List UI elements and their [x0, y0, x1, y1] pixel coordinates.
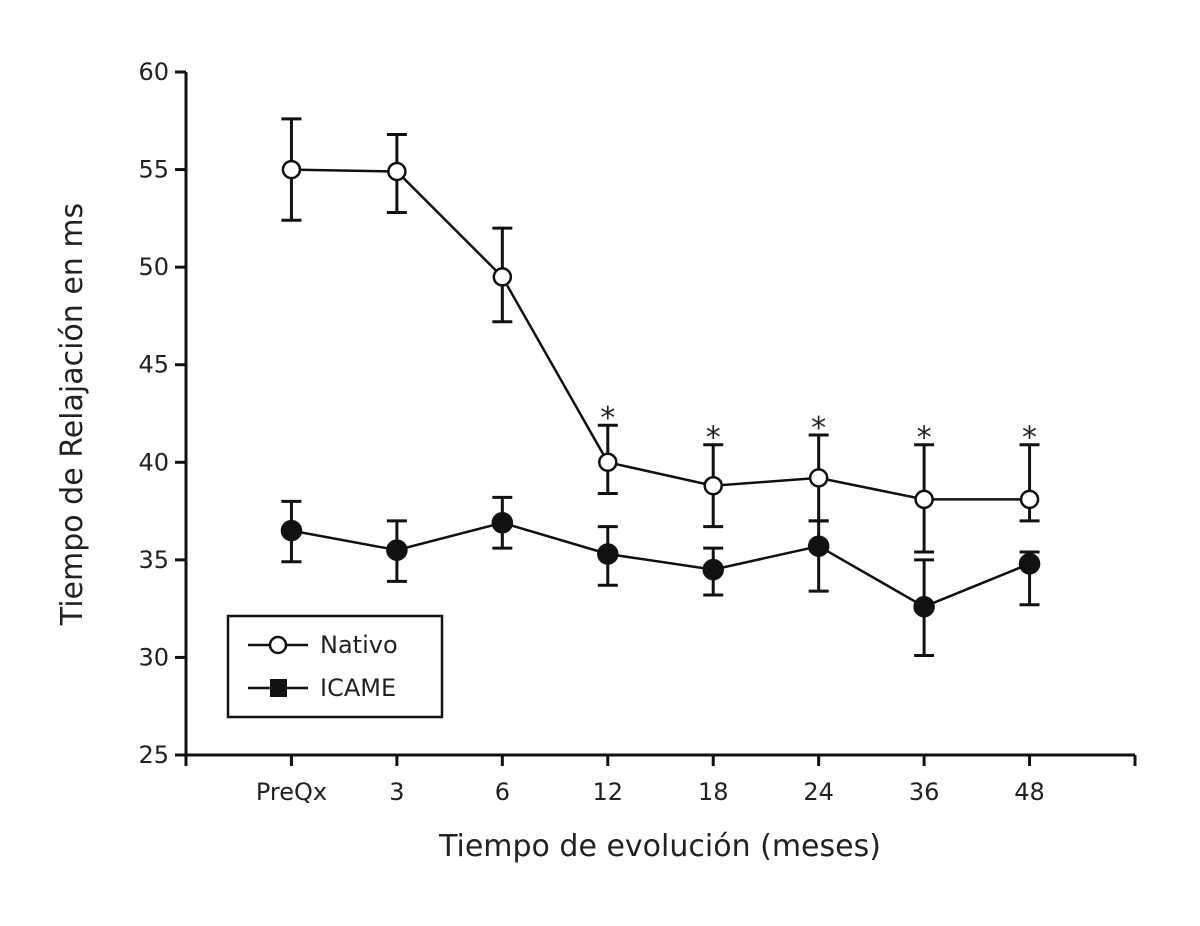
x-tick-label: 12	[593, 778, 624, 806]
data-point-nativo	[387, 161, 407, 182]
x-axis-title: Tiempo de evolución (meses)	[438, 829, 881, 864]
series-icame	[280, 495, 1041, 657]
data-point-icame	[702, 558, 724, 581]
series-nativo	[281, 117, 1040, 554]
error-bar-nativo	[1019, 443, 1040, 523]
y-tick-label: 25	[138, 741, 169, 769]
y-tick-label: 60	[138, 58, 169, 86]
y-tick-label: 50	[138, 253, 169, 281]
x-tick-label: PreQx	[256, 778, 327, 806]
x-axis-ticks: PreQx 3 6 12 18 24 36 48	[256, 755, 1045, 806]
legend: Nativo ICAME	[226, 614, 444, 719]
y-tick-label: 55	[138, 156, 169, 184]
data-point-icame	[913, 595, 935, 618]
x-tick-label: 18	[698, 778, 729, 806]
series-line-nativo	[291, 168, 1030, 501]
y-tick-label: 45	[138, 351, 169, 379]
series-line-icame	[291, 521, 1031, 609]
data-point-icame	[807, 535, 830, 557]
data-point-nativo	[914, 489, 934, 510]
data-point-icame	[597, 543, 619, 565]
data-point-nativo	[598, 452, 618, 473]
x-tick-label: 24	[803, 778, 834, 806]
legend-marker-icame	[270, 679, 287, 697]
data-point-nativo	[492, 267, 513, 287]
significance-marker: *	[917, 421, 932, 456]
axes	[184, 72, 1137, 766]
legend-label-nativo: Nativo	[320, 631, 398, 659]
y-tick-label: 40	[138, 448, 169, 476]
x-tick-label: 48	[1014, 778, 1045, 806]
data-point-icame	[280, 519, 303, 542]
significance-marker: *	[811, 411, 826, 446]
legend-box	[226, 614, 444, 719]
significance-marker: *	[706, 421, 721, 456]
data-point-icame	[491, 512, 514, 534]
significance-marker: *	[600, 401, 615, 436]
data-point-icame	[1018, 553, 1041, 575]
legend-item-icame: ICAME	[248, 674, 396, 702]
x-tick-label: 6	[495, 778, 510, 806]
y-tick-label: 30	[138, 643, 169, 671]
data-point-nativo	[808, 468, 829, 488]
data-point-nativo	[281, 159, 302, 180]
data-point-icame	[386, 539, 408, 561]
x-tick-label: 36	[909, 778, 940, 806]
y-axis-ticks: 25 30 35 40 45 50 55 60	[138, 58, 186, 769]
y-tick-label: 35	[138, 546, 169, 574]
data-point-nativo	[703, 475, 723, 496]
annotations: * * * * *	[600, 401, 1037, 456]
legend-item-nativo: Nativo	[248, 631, 398, 659]
significance-marker: *	[1022, 421, 1037, 456]
x-tick-label: 3	[389, 778, 404, 806]
series-layer	[280, 117, 1041, 657]
legend-label-icame: ICAME	[320, 674, 396, 702]
y-axis-title: Tiempo de Relajación en ms	[55, 203, 90, 626]
legend-marker-nativo	[268, 635, 288, 655]
data-point-nativo	[1019, 489, 1040, 510]
